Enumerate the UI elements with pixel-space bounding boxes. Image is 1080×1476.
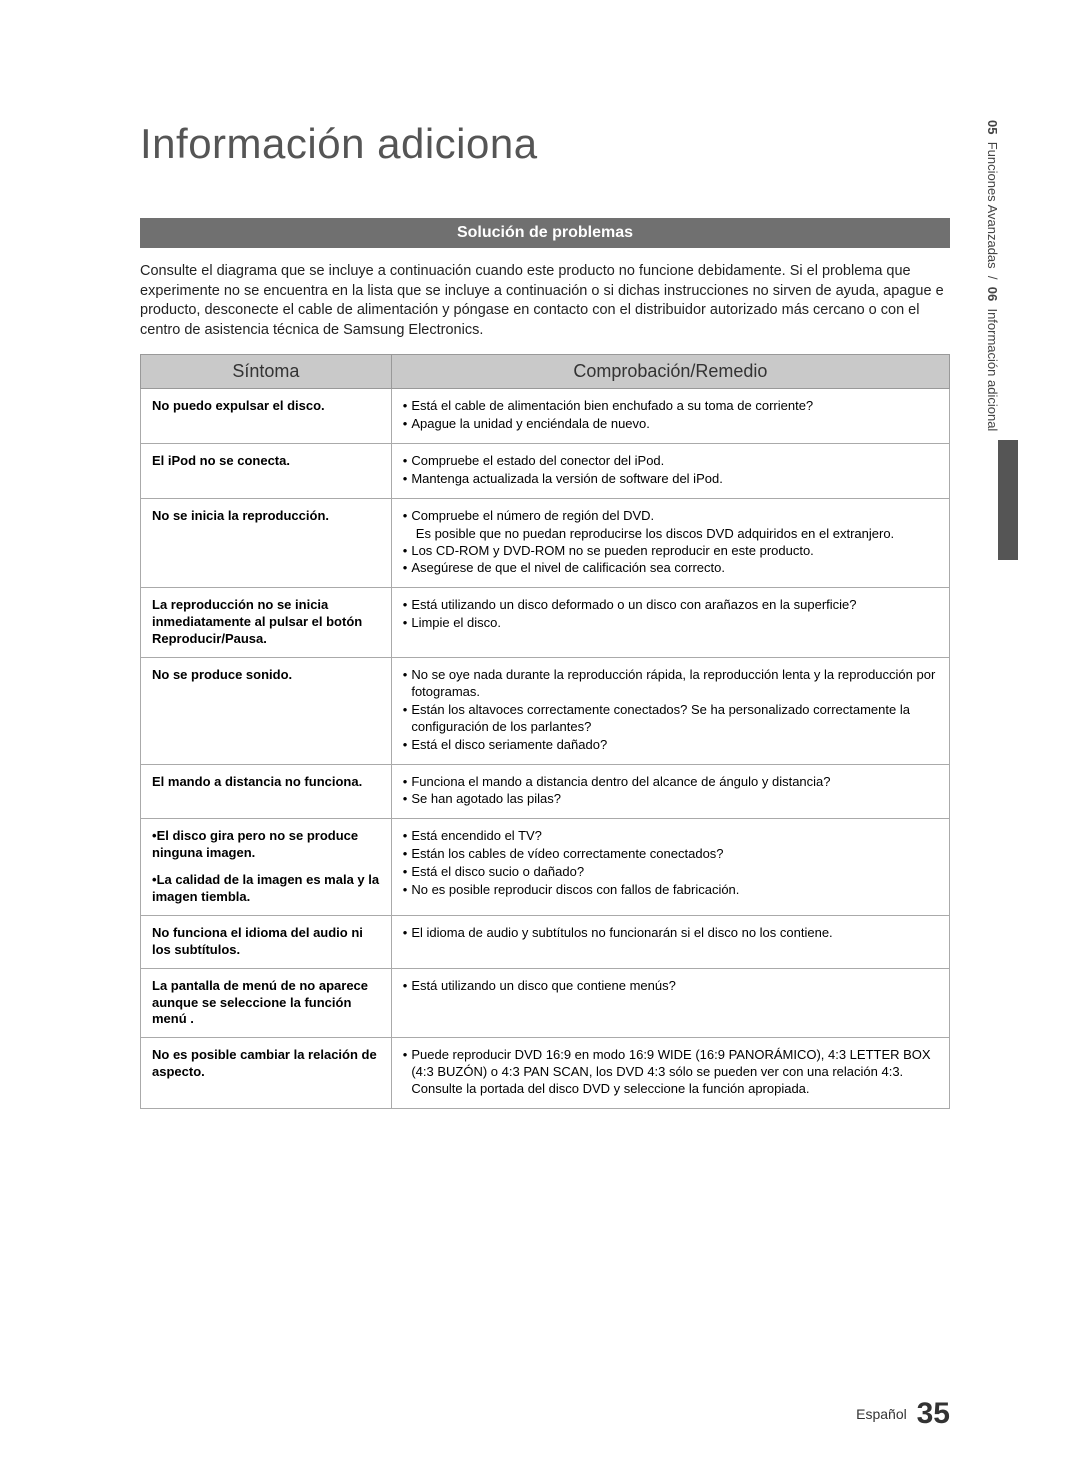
table-row: El iPod no se conecta.•Compruebe el esta… [141, 444, 950, 499]
symptom-cell: No se produce sonido. [141, 658, 392, 764]
remedy-cell: •Está el cable de alimentación bien ench… [391, 389, 949, 444]
table-row: La reproducción no se inicia inmediatame… [141, 588, 950, 658]
bullet-icon: • [403, 543, 412, 560]
bullet-icon: • [403, 925, 412, 942]
bullet-icon: • [403, 702, 412, 736]
symptom-cell: No puedo expulsar el disco. [141, 389, 392, 444]
remedy-cell: •Puede reproducir DVD 16:9 en modo 16:9 … [391, 1038, 949, 1109]
table-row: No es posible cambiar la relación de asp… [141, 1038, 950, 1109]
bullet-icon: • [403, 453, 412, 470]
bullet-icon: • [403, 774, 412, 791]
symptom-cell: La pantalla de menú de no aparece aunque… [141, 968, 392, 1038]
side-num-06: 06 [985, 287, 1000, 301]
table-row: No se inicia la reproducción.•Compruebe … [141, 498, 950, 588]
bullet-icon: • [403, 828, 412, 845]
symptom-cell: No se inicia la reproducción. [141, 498, 392, 588]
remedy-cell: •Está utilizando un disco deformado o un… [391, 588, 949, 658]
bullet-icon: • [403, 597, 412, 614]
remedy-cell: •El idioma de audio y subtítulos no func… [391, 915, 949, 968]
page-title: Información adiciona [140, 120, 950, 168]
symptom-cell: No es posible cambiar la relación de asp… [141, 1038, 392, 1109]
bullet-icon: • [403, 791, 412, 808]
bullet-icon: • [403, 882, 412, 899]
bullet-icon: • [403, 864, 412, 881]
col-remedy: Comprobación/Remedio [391, 355, 949, 389]
col-symptom: Síntoma [141, 355, 392, 389]
bullet-icon: • [403, 615, 412, 632]
bullet-icon: • [403, 471, 412, 488]
bullet-icon: • [403, 846, 412, 863]
symptom-cell: El mando a distancia no funciona. [141, 764, 392, 819]
remedy-cell: •Está utilizando un disco que contiene m… [391, 968, 949, 1038]
side-label-informacion: Información adicional [985, 308, 1000, 431]
side-breadcrumb: 05 Funciones Avanzadas / 06 Información … [985, 120, 1000, 431]
table-row: No funciona el idioma del audio ni los s… [141, 915, 950, 968]
bullet-icon: • [403, 1047, 412, 1098]
remedy-cell: •No se oye nada durante la reproducción … [391, 658, 949, 764]
side-tab-marker [998, 440, 1018, 560]
bullet-icon: • [403, 416, 412, 433]
side-num-05: 05 [985, 120, 1000, 134]
symptom-cell: El iPod no se conecta. [141, 444, 392, 499]
intro-text: Consulte el diagrama que se incluye a co… [140, 262, 950, 340]
side-label-funciones: Funciones Avanzadas [985, 142, 1000, 269]
table-row: La pantalla de menú de no aparece aunque… [141, 968, 950, 1038]
side-sep: / [985, 276, 1000, 280]
remedy-cell: •Compruebe el número de región del DVD.E… [391, 498, 949, 588]
bullet-icon: • [403, 560, 412, 577]
table-row: No se produce sonido.•No se oye nada dur… [141, 658, 950, 764]
table-row: •El disco gira pero no se produce ningun… [141, 819, 950, 916]
bullet-icon: • [403, 978, 412, 995]
symptom-cell: La reproducción no se inicia inmediatame… [141, 588, 392, 658]
troubleshooting-table: Síntoma Comprobación/Remedio No puedo ex… [140, 354, 950, 1109]
remedy-cell: •Compruebe el estado del conector del iP… [391, 444, 949, 499]
bullet-icon: • [403, 398, 412, 415]
bullet-icon: • [403, 667, 412, 701]
section-header: Solución de problemas [140, 218, 950, 248]
footer-page-number: 35 [917, 1397, 950, 1430]
table-row: El mando a distancia no funciona.•Funcio… [141, 764, 950, 819]
page-footer: Español 35 [856, 1397, 950, 1431]
remedy-cell: •Está encendido el TV?•Están los cables … [391, 819, 949, 916]
bullet-icon: • [403, 508, 412, 525]
symptom-cell: No funciona el idioma del audio ni los s… [141, 915, 392, 968]
remedy-cell: •Funciona el mando a distancia dentro de… [391, 764, 949, 819]
footer-lang: Español [856, 1406, 907, 1422]
bullet-icon: • [403, 737, 412, 754]
table-row: No puedo expulsar el disco.•Está el cabl… [141, 389, 950, 444]
symptom-cell: •El disco gira pero no se produce ningun… [141, 819, 392, 916]
